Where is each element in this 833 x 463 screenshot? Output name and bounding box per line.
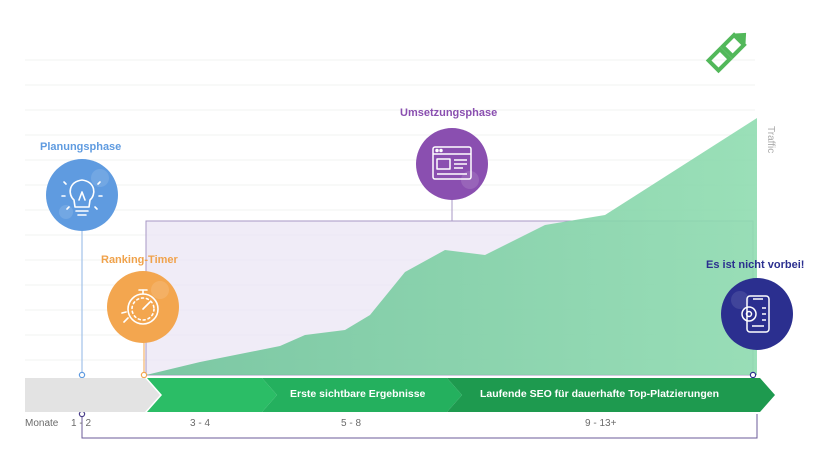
traffic-area — [146, 118, 757, 375]
timeline-bar — [25, 378, 775, 412]
not-over-badge — [721, 278, 793, 350]
planning-badge — [46, 159, 118, 231]
traffic-axis-label: Traffic — [765, 126, 776, 154]
browser-window-icon — [432, 146, 472, 180]
month-range-1: 1 - 2 — [71, 418, 92, 429]
not-over-label: Es ist nicht vorbei! — [706, 259, 805, 271]
arrow-logo-icon — [705, 32, 747, 74]
first-results-label: Erste sichtbare Ergebnisse — [290, 388, 426, 400]
implementation-phase-label: Umsetzungsphase — [400, 107, 498, 119]
lightbulb-icon — [61, 179, 103, 216]
planning-marker — [78, 371, 86, 379]
stopwatch-icon — [121, 289, 159, 325]
implementation-badge — [416, 128, 488, 200]
ranking-timer-label: Ranking-Timer — [101, 254, 178, 266]
phone-settings-icon — [741, 295, 770, 333]
ranking-timer-badge — [107, 271, 179, 343]
planning-phase-label: Planungsphase — [40, 141, 122, 153]
ongoing-seo-label: Laufende SEO für dauerhafte Top-Platzier… — [480, 388, 719, 400]
end-marker — [749, 371, 757, 379]
months-label: Monate — [25, 418, 59, 429]
months-marker — [78, 410, 86, 418]
arrow-segment-green-2 — [262, 378, 462, 412]
ranking-marker — [140, 371, 148, 379]
arrow-segment-gray — [25, 378, 160, 412]
arrow-segment-green-1 — [147, 378, 277, 412]
month-range-2: 3 - 4 — [190, 418, 211, 429]
month-range-4: 9 - 13+ — [585, 418, 617, 429]
arrow-segment-green-3 — [447, 378, 775, 412]
month-range-3: 5 - 8 — [341, 418, 362, 429]
months-bracket — [81, 414, 758, 439]
